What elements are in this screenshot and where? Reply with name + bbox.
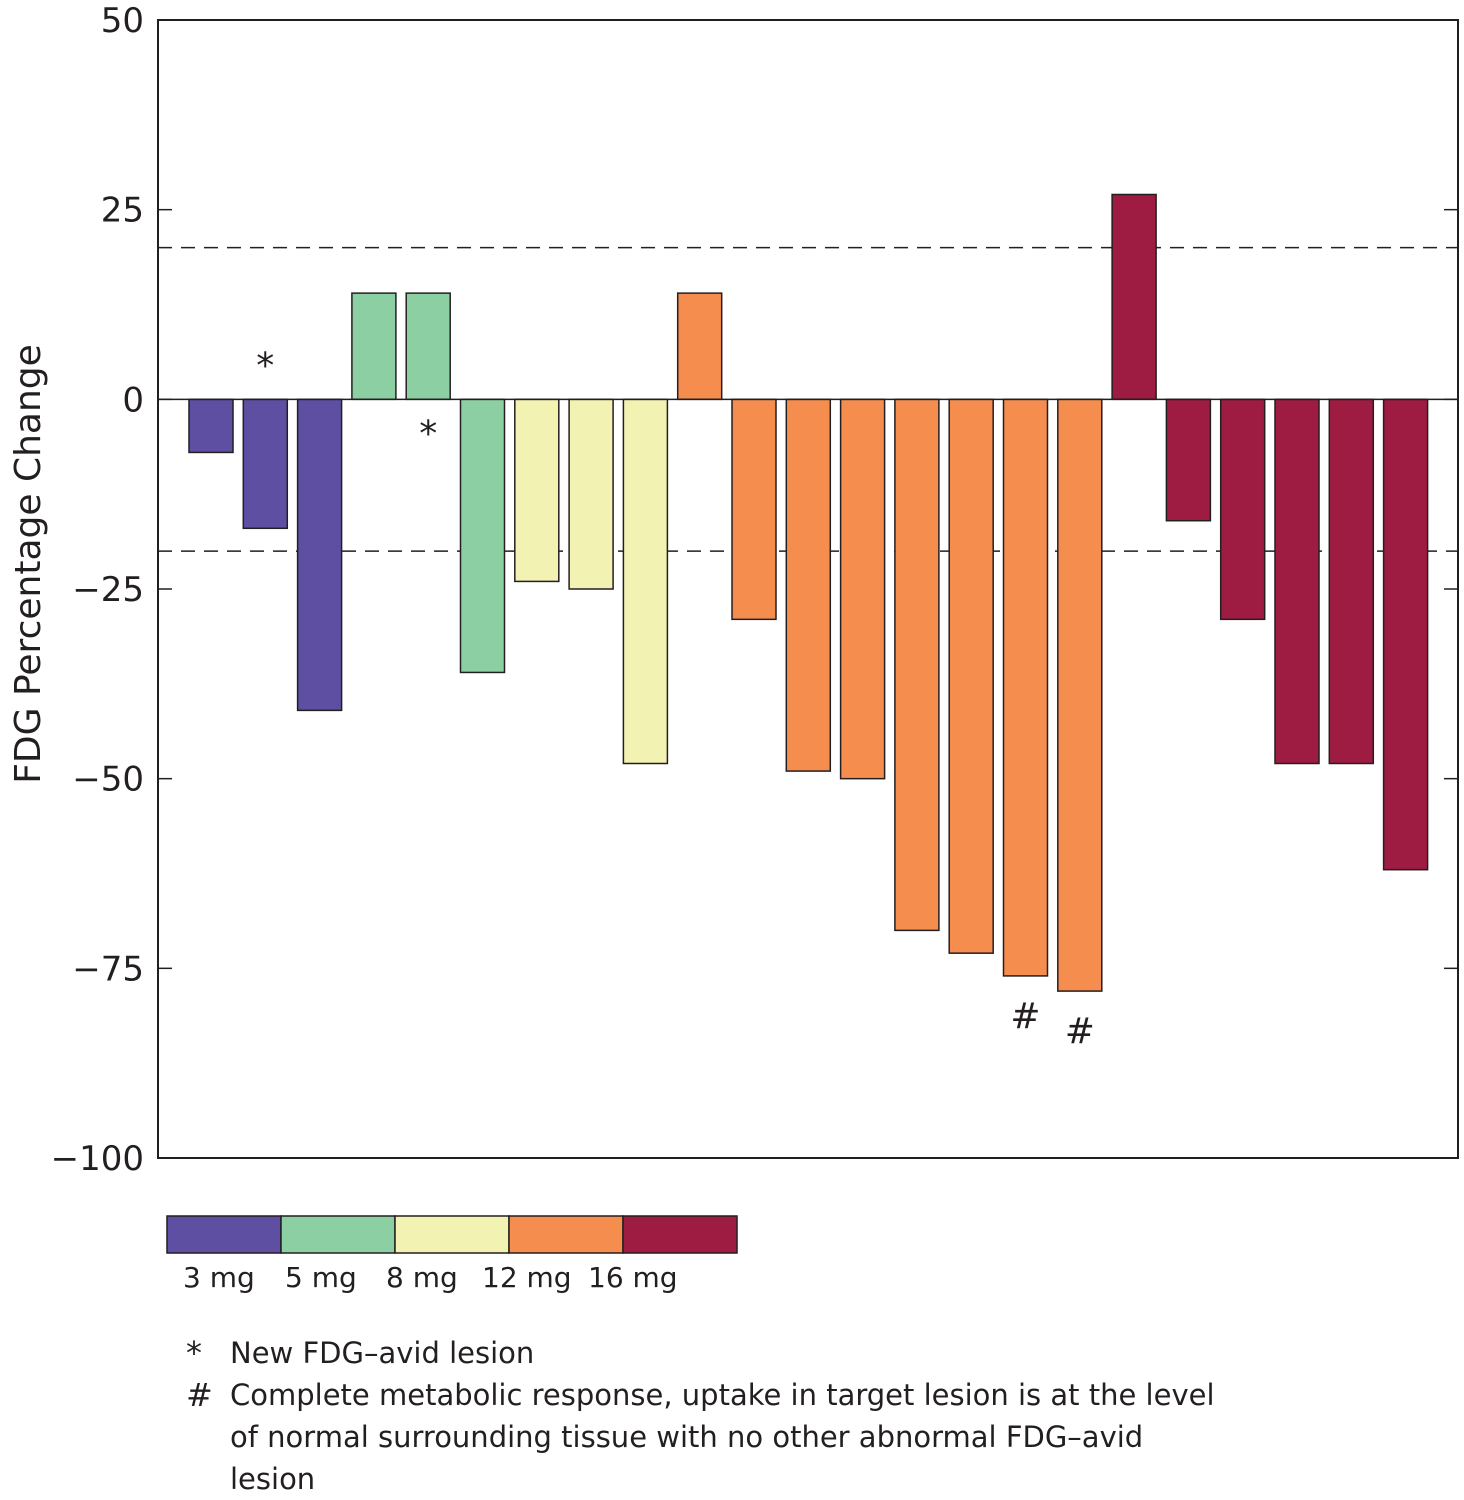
colorbar-label: 3 mg — [183, 1261, 255, 1294]
colorbar-swatch — [508, 1215, 624, 1254]
y-tick-label: 0 — [122, 380, 144, 420]
y-tick-label: −75 — [72, 949, 144, 989]
asterisk-marker: * — [419, 413, 437, 454]
y-tick-label: −100 — [51, 1139, 144, 1179]
bar — [568, 398, 614, 590]
bar — [1165, 398, 1212, 522]
footnotes: * New FDG–avid lesion # Complete metabol… — [186, 1332, 1226, 1500]
y-axis-title: FDG Percentage Change — [8, 344, 49, 784]
bar — [242, 398, 289, 530]
note-complete-response: # Complete metabolic response, uptake in… — [186, 1374, 1226, 1500]
bar — [894, 398, 940, 932]
bar — [676, 292, 723, 401]
colorbar-swatch — [166, 1215, 282, 1254]
hash-symbol: # — [186, 1376, 213, 1414]
note-complete-response-text: Complete metabolic response, uptake in t… — [230, 1378, 1215, 1496]
bar — [351, 292, 397, 401]
y-tick-label: −25 — [72, 570, 144, 610]
bar — [1057, 398, 1103, 992]
asterisk-marker: * — [256, 345, 274, 386]
bar — [785, 398, 832, 772]
colorbar-label: 5 mg — [285, 1261, 357, 1294]
colorbar-label: 16 mg — [588, 1261, 678, 1294]
bar — [1382, 398, 1429, 871]
bar — [459, 398, 506, 674]
bar — [731, 398, 777, 621]
note-new-lesion: * New FDG–avid lesion — [186, 1332, 1226, 1374]
asterisk-symbol: * — [186, 1334, 202, 1372]
colorbar-label: 8 mg — [386, 1261, 458, 1294]
bar — [1111, 193, 1157, 401]
plot-area: 50 25 0 −25 −50 −75 −100 FDG Percentage Change *… — [8, 1, 1459, 1179]
chart: 50 25 0 −25 −50 −75 −100 FDG Percentage Change *… — [8, 1, 1459, 1294]
bar — [1328, 398, 1375, 765]
bar — [622, 398, 669, 765]
hash-marker: # — [1065, 1011, 1095, 1052]
hash-marker: # — [1010, 996, 1040, 1037]
bar — [1274, 398, 1320, 765]
bar — [839, 398, 886, 780]
bar — [296, 398, 343, 712]
bar — [1002, 398, 1049, 977]
dose-colorbar: 3 mg 5 mg 8 mg 12 mg 16 mg — [166, 1215, 738, 1294]
colorbar-label: 12 mg — [482, 1261, 572, 1294]
bar — [514, 398, 560, 583]
note-new-lesion-text: New FDG–avid lesion — [230, 1336, 535, 1370]
bar — [188, 398, 234, 454]
y-tick-label: −50 — [72, 760, 144, 800]
bar — [1219, 398, 1266, 621]
colorbar-swatch — [280, 1215, 396, 1254]
bar — [948, 398, 994, 954]
y-tick-label: 50 — [101, 1, 144, 41]
bar — [405, 292, 451, 401]
colorbar-swatch — [622, 1215, 738, 1254]
y-tick-label: 25 — [101, 191, 144, 231]
colorbar-swatch — [394, 1215, 510, 1254]
